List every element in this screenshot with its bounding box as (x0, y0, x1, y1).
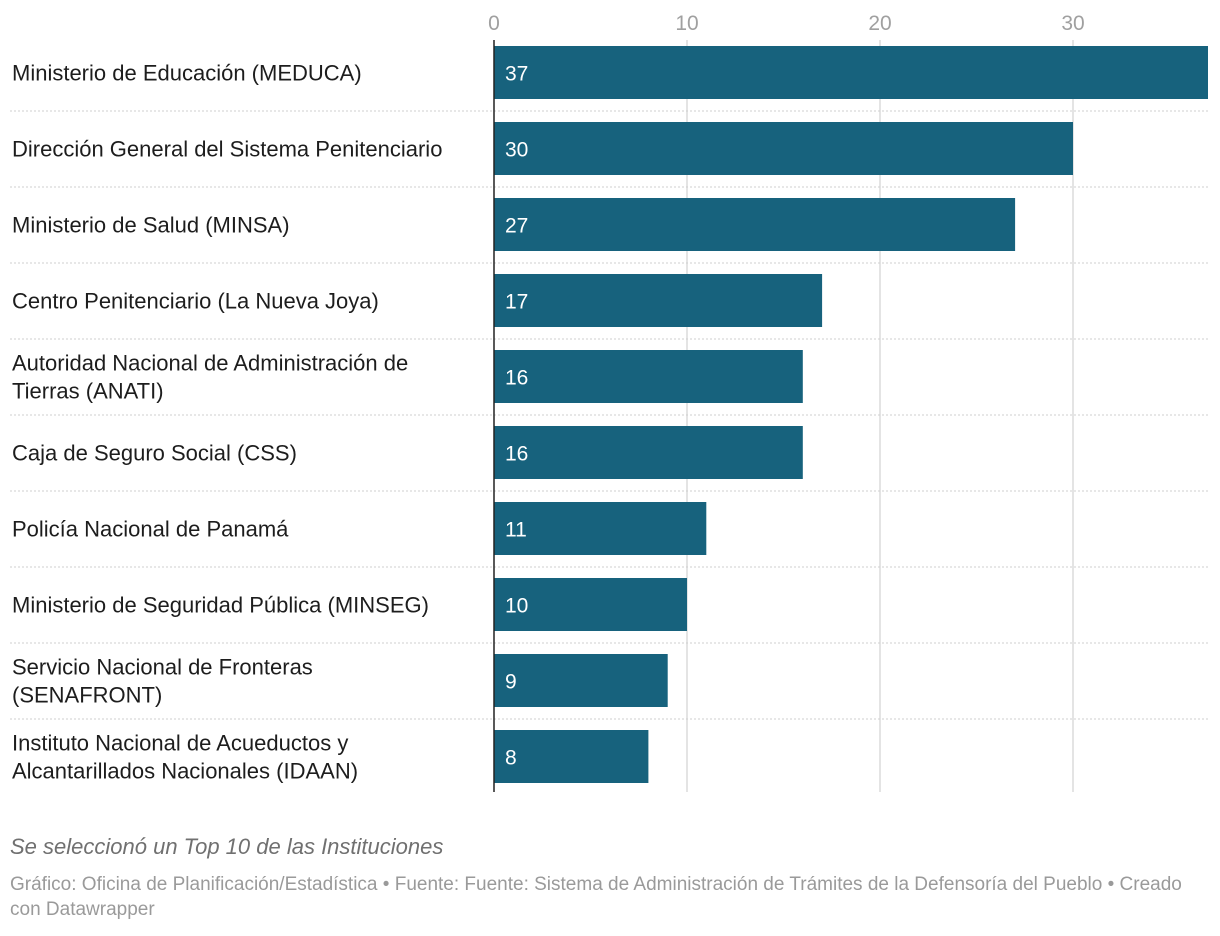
category-label-line: Ministerio de Salud (MINSA) (12, 213, 290, 238)
category-label: Ministerio de Seguridad Pública (MINSEG) (12, 593, 429, 618)
bar-chart: 0 10 20 30 Ministerio de Educación (MEDUCA)… (10, 12, 1208, 792)
category-label-line: (SENAFRONT) (12, 683, 162, 708)
category-labels: Ministerio de Educación (MEDUCA) Direcció… (12, 61, 442, 784)
category-label-line: Tierras (ANATI) (12, 379, 164, 404)
bar (494, 198, 1016, 251)
bar (494, 274, 823, 327)
category-label-line: Instituto Nacional de Acueductos y (12, 731, 348, 756)
category-label: Instituto Nacional de Acueductos y Alcant… (12, 731, 358, 784)
bar (494, 654, 668, 707)
value-label: 8 (505, 747, 517, 770)
x-tick-label: 10 (675, 12, 698, 35)
chart-notes: Se seleccionó un Top 10 de las Instituci… (10, 834, 444, 859)
x-tick-label: 30 (1061, 12, 1084, 35)
category-label-line: Dirección General del Sistema Penitencia… (12, 137, 442, 162)
chart-footer: Gráfico: Oficina de Planificación/Estadí… (10, 874, 1182, 920)
value-label: 16 (505, 367, 528, 390)
category-label-line: Policía Nacional de Panamá (12, 517, 289, 542)
value-label: 30 (505, 139, 528, 162)
category-label-line: Autoridad Nacional de Administración de (12, 351, 408, 376)
category-label-line: Ministerio de Seguridad Pública (MINSEG) (12, 593, 429, 618)
category-label: Ministerio de Educación (MEDUCA) (12, 61, 362, 86)
category-label-line: Centro Penitenciario (La Nueva Joya) (12, 289, 379, 314)
value-label: 11 (505, 519, 527, 542)
category-label-line: Ministerio de Educación (MEDUCA) (12, 61, 362, 86)
value-label: 16 (505, 443, 528, 466)
category-label: Ministerio de Salud (MINSA) (12, 213, 290, 238)
category-label-line: Servicio Nacional de Fronteras (12, 655, 313, 680)
value-label: 9 (505, 671, 517, 694)
value-labels: 37 30 27 17 16 16 11 10 9 8 (505, 63, 528, 770)
category-label-line: Caja de Seguro Social (CSS) (12, 441, 297, 466)
category-label: Policía Nacional de Panamá (12, 517, 289, 542)
category-label: Autoridad Nacional de Administración de T… (12, 351, 408, 404)
value-label: 10 (505, 595, 528, 618)
x-axis-ticks: 0 10 20 30 (488, 12, 1085, 35)
bars (494, 46, 1208, 783)
bar (494, 578, 687, 631)
category-label-line: Alcantarillados Nacionales (IDAAN) (12, 759, 358, 784)
value-label: 17 (505, 291, 528, 314)
bar (494, 46, 1208, 99)
category-label: Dirección General del Sistema Penitencia… (12, 137, 442, 162)
bar (494, 350, 803, 403)
x-tick-label: 0 (488, 12, 500, 35)
category-label: Caja de Seguro Social (CSS) (12, 441, 297, 466)
bar (494, 426, 803, 479)
category-label: Servicio Nacional de Fronteras (SENAFRONT… (12, 655, 313, 708)
value-label: 37 (505, 63, 528, 86)
bar (494, 502, 707, 555)
bar (494, 122, 1073, 175)
x-tick-label: 20 (868, 12, 891, 35)
bar (494, 730, 649, 783)
category-label: Centro Penitenciario (La Nueva Joya) (12, 289, 379, 314)
value-label: 27 (505, 215, 528, 238)
